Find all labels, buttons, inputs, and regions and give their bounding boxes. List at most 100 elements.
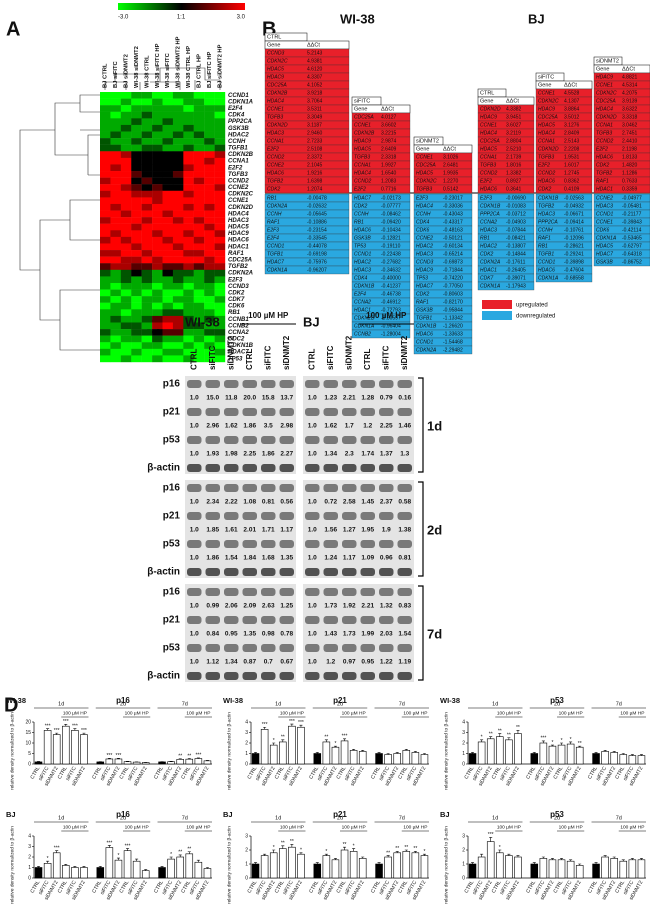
heatmap-cell [214,105,226,112]
y-tick-label: 4 [28,833,31,839]
value-cell: -0.05645 [307,211,327,217]
heatmap-cell [141,263,153,271]
gene-cell: RAF1 [538,235,551,241]
heatmap-cell [152,217,163,224]
heatmap-cell [214,302,226,310]
band [261,540,276,548]
heatmap-cell [204,164,215,172]
gene-cell: CDKN2C [538,98,559,104]
value-cell: 1.2745 [564,170,580,176]
heatmap-cell [152,289,163,297]
bar [477,741,486,765]
heatmap-cell [152,131,163,139]
band [323,512,338,520]
heatmap-cell [131,164,142,172]
density-value: 2.25 [380,423,393,430]
bar [539,742,548,765]
table-title: siDNMT2 [416,138,439,144]
band [342,540,357,548]
value-cell: -0.64318 [622,251,642,257]
heatmap-cell [110,157,122,165]
gene-cell: HDAC4 [354,170,371,176]
bar [340,740,349,765]
gene-cell: CCNA1 [354,162,371,168]
band [305,588,320,596]
heatmap-cell [172,151,184,159]
heatmap-cell [120,138,132,145]
heatmap-cell [214,171,226,178]
bar [514,856,522,879]
density-value: 0.83 [398,603,411,610]
heatmap-cell [193,151,205,159]
bar [43,730,52,765]
gene-cell: TGFB2 [596,170,612,176]
heatmap-cell [110,282,122,290]
band [187,484,202,492]
value-cell: 2.3318 [381,154,397,160]
heatmap-cell [110,322,122,330]
heatmap-cell [183,190,194,198]
gene-cell: E2F2 [480,178,492,184]
table-row [535,273,593,283]
heatmap-cell [100,230,111,238]
sample-label: WI-38 siFITC [165,52,171,88]
heatmap-cell [193,124,205,132]
heatmap-cell [193,250,205,257]
heatmap-cell [141,322,153,330]
y-tick-label: 5 [28,751,31,757]
heatmap-cell [172,289,184,297]
heatmap-cell [100,157,111,165]
heatmap-cell [204,263,215,271]
heatmap-cell [172,210,184,218]
gene-cell: CCNA1 [596,122,613,128]
density-value: 1.34 [225,659,238,666]
heatmap-cell [131,217,142,224]
density-value: 1.27 [343,527,356,534]
heatmap-cell [183,210,194,218]
heatmap-cell [141,184,153,191]
y-tick-label: 3 [28,844,31,850]
bar [557,744,566,765]
band [342,380,357,388]
bar [468,753,477,765]
band [279,464,294,472]
chart-title: p21 [333,810,347,819]
group-label: 2d [337,701,343,707]
value-cell: 4.9381 [307,58,323,64]
gene-cell: GSK3B [596,259,613,265]
value-cell: 3.1026 [443,154,459,160]
heatmap-cell [120,118,132,126]
heatmap-cell [193,289,205,297]
gene-cell: CCND2 [354,178,371,184]
heatmap-cell [214,203,226,211]
value-cell: 2.1045 [307,162,323,168]
heatmap-cell [152,322,163,330]
value-cell: 0.3641 [506,186,522,192]
density-value: 1.24 [324,555,337,562]
bar [619,860,628,879]
value-cell: -0.47604 [564,267,584,273]
band [279,644,294,652]
gene-cell: CDKN1B [354,283,375,289]
heatmap-cell [172,203,184,211]
band [187,512,202,520]
heatmap-cell [110,98,122,106]
value-cell: 0.7716 [381,186,397,192]
heatmap-cell [120,322,132,330]
heatmap-cell [193,263,205,271]
heatmap-cell [110,197,122,205]
gene-cell: CCNA2 [354,299,371,305]
heatmap-cell [141,151,153,159]
heatmap-cell [110,210,122,218]
error-bar [46,728,50,731]
gene-cell: HDAC7 [596,251,613,257]
error-bar [178,854,182,857]
error-bar [516,855,520,857]
value-cell: -0.43043 [443,211,463,217]
cell-title: BJ [528,11,545,26]
value-cell: -0.07844 [506,227,526,233]
heatmap-cell [110,309,122,317]
heatmap-cell [100,329,111,336]
gene-cell: HDAC3 [480,227,497,233]
table-header-cell: ΔΔCt [622,66,635,72]
